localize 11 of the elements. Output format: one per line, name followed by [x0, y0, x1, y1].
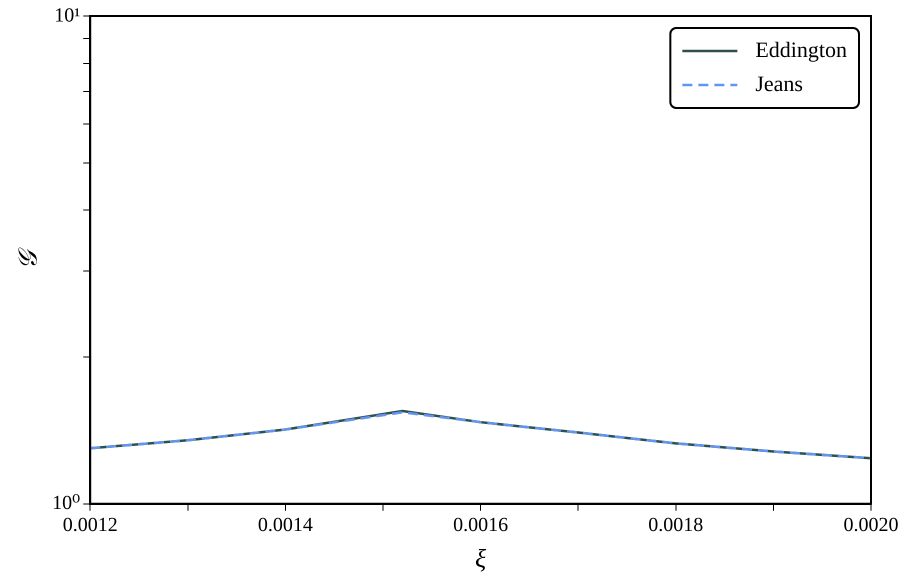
y-tick-label: 10¹ [54, 4, 80, 26]
legend-label: Eddington [755, 36, 848, 62]
y-axis-title: 𝒢 [13, 246, 42, 270]
x-tick-label: 0.0020 [844, 514, 898, 536]
legend-label: Jeans [755, 70, 803, 96]
x-tick-label: 0.0018 [648, 514, 704, 536]
y-tick-label: 10⁰ [52, 492, 80, 514]
x-tick-label: 0.0014 [258, 514, 313, 536]
x-axis-title: ξ [475, 544, 488, 574]
x-tick-label: 0.0012 [62, 514, 118, 536]
x-tick-label: 0.0016 [453, 514, 508, 536]
